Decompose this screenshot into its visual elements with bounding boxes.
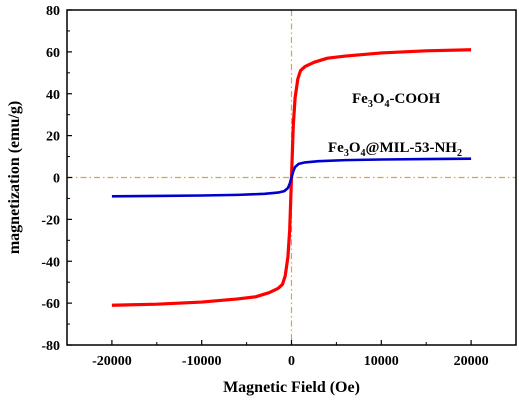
x-tick-label: 20000 — [454, 354, 489, 369]
x-tick-label: -10000 — [182, 354, 222, 369]
y-tick-label: -40 — [41, 255, 60, 270]
series-line-2 — [111, 157, 472, 198]
y-tick-label: 0 — [53, 172, 60, 187]
ticks-group: -20000 -10000 0 10000 20000 -80 -60 -40 -20 0 20 40… — [41, 4, 517, 369]
series-annotation-2: Fe3O4@MIL-53-NH2 — [328, 140, 462, 159]
annotations-group: Fe3O4-COOH Fe3O4@MIL-53-NH2 — [328, 91, 462, 159]
x-tick-label: 0 — [288, 354, 295, 369]
y-tick-label: 40 — [46, 88, 60, 103]
y-tick-label: 80 — [46, 4, 60, 19]
series-annotation-1: Fe3O4-COOH — [352, 91, 441, 110]
y-tick-label: -60 — [41, 297, 60, 312]
y-tick-label: 60 — [46, 46, 60, 61]
y-tick-label: -20 — [41, 213, 60, 228]
y-tick-label: 20 — [46, 130, 60, 145]
y-axis-title: magnetization (emu/g) — [6, 101, 23, 254]
series-group — [111, 48, 472, 307]
x-tick-label: 10000 — [364, 354, 399, 369]
x-tick-label: -20000 — [92, 354, 132, 369]
x-axis-title: Magnetic Field (Oe) — [223, 379, 360, 396]
y-tick-label: -80 — [41, 339, 60, 354]
